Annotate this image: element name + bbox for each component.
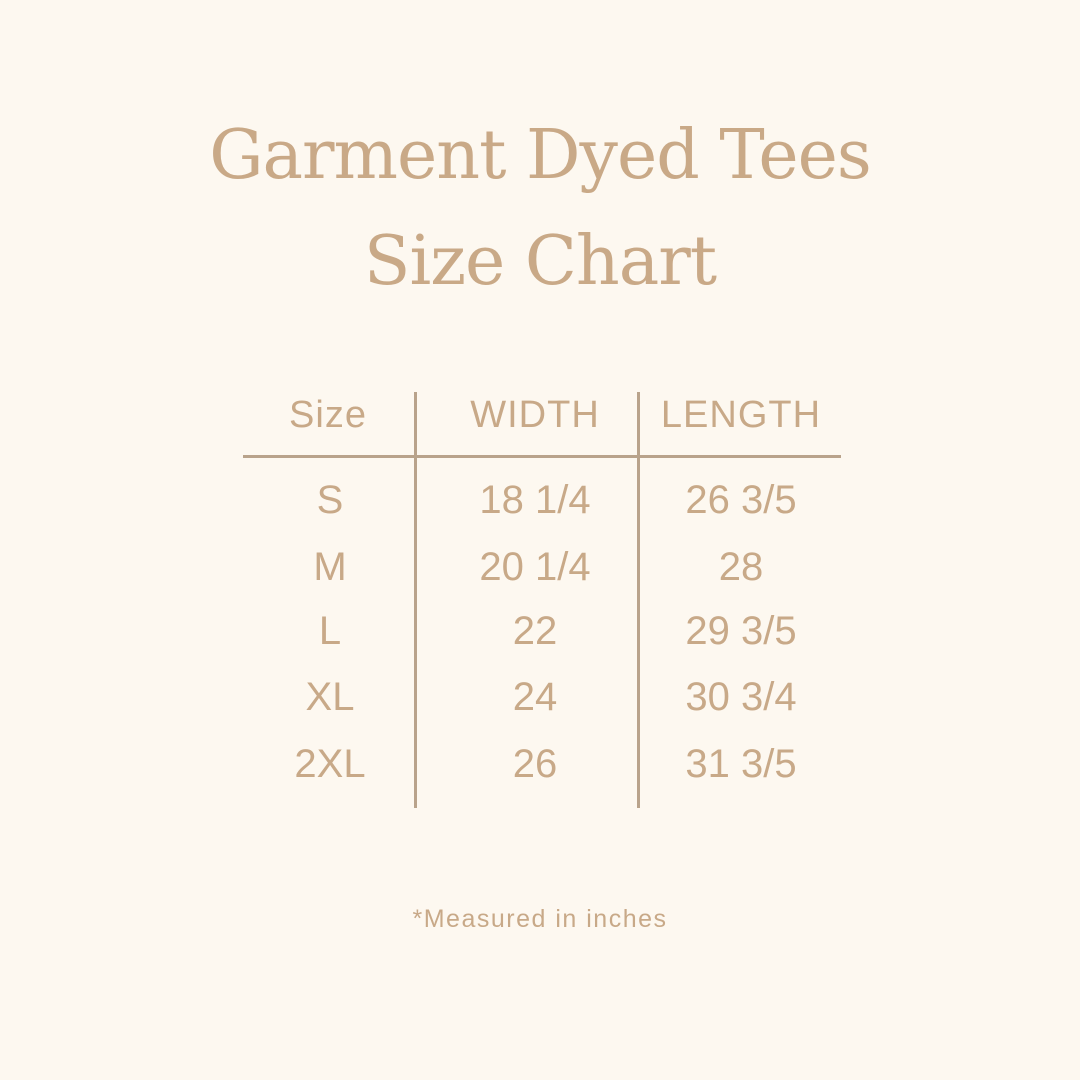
size-cell: 2XL: [294, 742, 366, 786]
size-cell: S: [316, 478, 344, 522]
width-cell: 26: [512, 742, 558, 786]
length-cell: 30 3/4: [685, 675, 797, 719]
page-title: Garment Dyed Tees: [209, 116, 872, 195]
size-cell: L: [318, 609, 342, 653]
length-cell: 28: [718, 545, 764, 589]
header-size: Size: [289, 394, 367, 436]
length-cell: 31 3/5: [685, 742, 797, 786]
size-cell: XL: [305, 675, 355, 719]
width-cell: 22: [512, 609, 558, 653]
header-divider: [243, 455, 841, 458]
header-length: LENGTH: [660, 394, 822, 436]
size-cell: M: [313, 545, 347, 589]
header-width: WIDTH: [470, 394, 600, 436]
width-cell: 18 1/4: [479, 478, 591, 522]
footnote: *Measured in inches: [412, 905, 668, 933]
length-cell: 29 3/5: [685, 609, 797, 653]
width-cell: 24: [512, 675, 558, 719]
column-divider: [637, 392, 640, 808]
page-subtitle: Size Chart: [363, 222, 717, 301]
column-divider: [414, 392, 417, 808]
width-cell: 20 1/4: [479, 545, 591, 589]
length-cell: 26 3/5: [685, 478, 797, 522]
